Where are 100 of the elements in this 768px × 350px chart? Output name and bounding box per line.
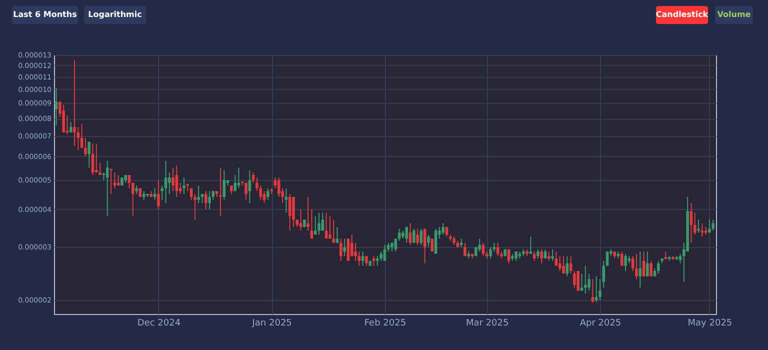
- candlestick: [420, 228, 423, 246]
- candlestick: [536, 248, 540, 259]
- candlestick: [160, 185, 164, 200]
- candlestick: [529, 236, 532, 254]
- text: Volume: [717, 10, 752, 19]
- candlestick: [310, 208, 314, 240]
- candlestick: [98, 162, 102, 176]
- candlestick: [638, 251, 642, 288]
- candlestick: [620, 251, 624, 266]
- candlestick: [244, 182, 248, 200]
- candlestick: [208, 190, 211, 210]
- candlestick: [299, 208, 302, 232]
- candlestick: [405, 226, 408, 244]
- text: Logarithmic: [88, 10, 142, 19]
- candlestick: [540, 248, 544, 264]
- x-tick-label: Mar 2025: [466, 318, 509, 328]
- candlestick: [708, 219, 711, 234]
- x-tick-label: Dec 2024: [137, 318, 181, 328]
- candlestick: [332, 219, 336, 244]
- x-tick-label: Feb 2025: [364, 318, 406, 328]
- candlestick: [478, 238, 481, 252]
- candlestick: [514, 251, 518, 262]
- candlestick: [306, 196, 310, 232]
- candlestick: [182, 177, 186, 194]
- candlestick: [95, 143, 98, 174]
- candlestick: [343, 238, 346, 257]
- candlestick: [222, 170, 226, 200]
- candlestick: [693, 212, 696, 236]
- candlestick: [430, 238, 434, 252]
- candlestick: [197, 185, 200, 204]
- candlestick: [416, 228, 419, 246]
- candlestick: [318, 212, 320, 236]
- candlestick: [489, 246, 492, 259]
- candlestick: [635, 253, 638, 280]
- candlestick: [248, 170, 252, 204]
- candlestick: [496, 242, 500, 257]
- candlestick: [80, 123, 84, 148]
- candlestick: [91, 143, 94, 176]
- candlestick: [106, 160, 109, 217]
- candlestick: [712, 219, 715, 232]
- candlestick: [642, 251, 646, 277]
- candlestick: [606, 251, 609, 266]
- candlestick: [314, 216, 317, 236]
- candlestick: [434, 228, 438, 254]
- candlestick: [132, 182, 134, 217]
- candlestick: [482, 242, 485, 257]
- text: Candlestick: [656, 10, 709, 19]
- candlestick: [69, 121, 72, 133]
- candlestick: [292, 196, 295, 228]
- candlestick: [624, 253, 627, 272]
- candlestick: [398, 228, 401, 242]
- candlestick: [442, 222, 444, 236]
- candlestick: [346, 238, 350, 262]
- candlestick: [168, 172, 171, 194]
- candlestick: [412, 228, 416, 244]
- candlestick: [464, 242, 466, 257]
- candlestick: [551, 248, 554, 262]
- candlestick: [678, 253, 682, 264]
- candlestick: [164, 160, 168, 204]
- candlestick: [336, 226, 339, 244]
- candlestick: [73, 60, 76, 146]
- candlestick: [153, 188, 156, 200]
- candlestick: [365, 256, 368, 266]
- candlestick: [566, 256, 569, 277]
- candlestick: [62, 104, 65, 133]
- candlestick: [358, 251, 361, 266]
- candlestick: [204, 190, 208, 210]
- candlestick: [376, 256, 379, 266]
- candlestick: [646, 251, 649, 277]
- candlestick: [172, 167, 174, 192]
- candlestick: [157, 180, 160, 210]
- candlestick: [340, 238, 342, 262]
- candlestick: [562, 256, 565, 274]
- candlestick: [266, 188, 270, 200]
- candlestick: [194, 193, 196, 220]
- x-tick-label: Jan 2025: [251, 318, 292, 328]
- candlestick: [219, 167, 222, 217]
- candlestick: [427, 234, 430, 248]
- candlestick: [700, 222, 704, 238]
- x-tick-label: May 2025: [688, 318, 732, 328]
- candlestick: [324, 212, 328, 240]
- candlestick: [548, 251, 550, 262]
- candlestick: [372, 256, 376, 266]
- candlestick: [262, 190, 266, 204]
- candlestick: [408, 222, 412, 246]
- candlestick: [573, 270, 576, 288]
- candlestick: [554, 251, 558, 266]
- candlestick: [584, 265, 587, 294]
- candlestick: [361, 251, 364, 266]
- candlestick: [350, 234, 354, 257]
- candlestick: [656, 260, 660, 274]
- candlestick: [394, 238, 398, 252]
- text: Last 6 Months: [13, 10, 78, 19]
- candlestick: [650, 260, 652, 277]
- candlestick: [544, 248, 547, 259]
- x-tick-label: Apr 2025: [580, 318, 622, 328]
- candlestick: [328, 216, 332, 240]
- candlestick: [84, 137, 87, 157]
- candlestick: [54, 88, 58, 126]
- candlestick: [88, 141, 91, 168]
